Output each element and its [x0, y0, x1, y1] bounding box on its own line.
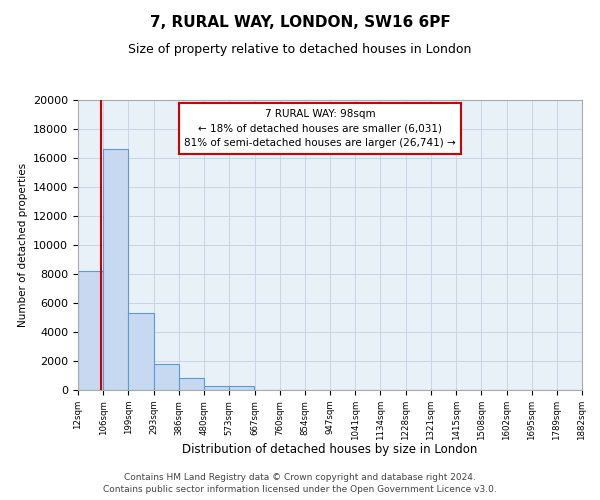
X-axis label: Distribution of detached houses by size in London: Distribution of detached houses by size …: [182, 443, 478, 456]
Text: Contains public sector information licensed under the Open Government Licence v3: Contains public sector information licen…: [103, 485, 497, 494]
Bar: [229, 386, 254, 390]
Text: Size of property relative to detached houses in London: Size of property relative to detached ho…: [128, 42, 472, 56]
Bar: [154, 364, 179, 390]
Text: 7 RURAL WAY: 98sqm
← 18% of detached houses are smaller (6,031)
81% of semi-deta: 7 RURAL WAY: 98sqm ← 18% of detached hou…: [184, 108, 456, 148]
Text: 7, RURAL WAY, LONDON, SW16 6PF: 7, RURAL WAY, LONDON, SW16 6PF: [149, 15, 451, 30]
Bar: [78, 271, 103, 390]
Bar: [179, 378, 204, 390]
Y-axis label: Number of detached properties: Number of detached properties: [17, 163, 28, 327]
Text: Contains HM Land Registry data © Crown copyright and database right 2024.: Contains HM Land Registry data © Crown c…: [124, 472, 476, 482]
Bar: [128, 313, 154, 390]
Bar: [204, 386, 229, 390]
Bar: [103, 150, 128, 390]
